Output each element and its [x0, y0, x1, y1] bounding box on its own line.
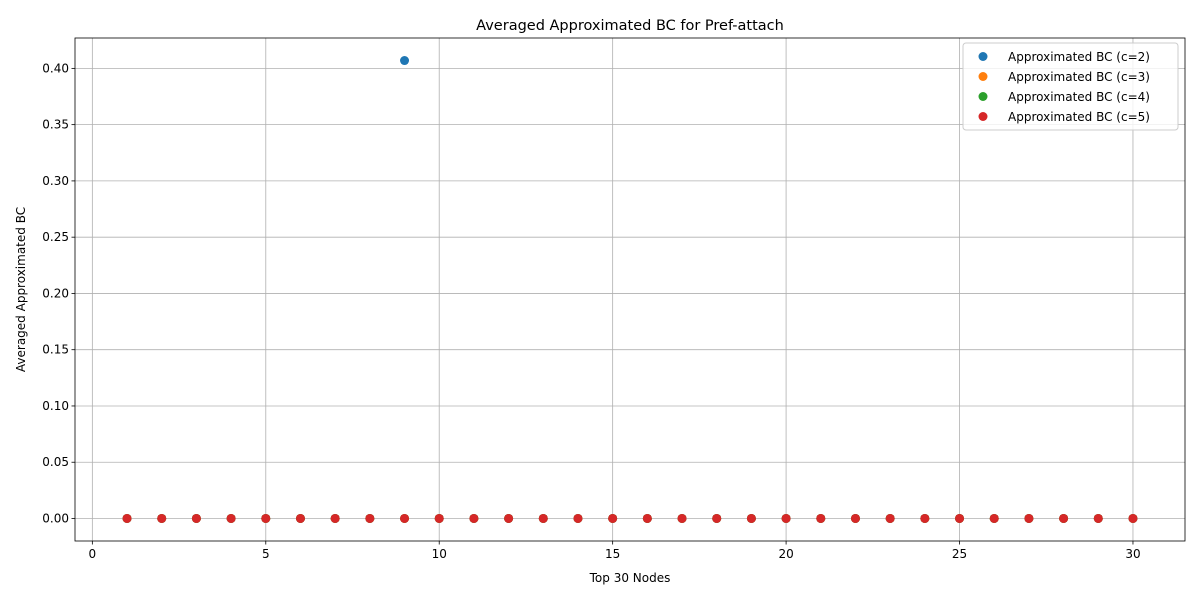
y-tick-label: 0.05: [42, 455, 69, 469]
data-point: [1059, 513, 1069, 523]
data-point: [330, 513, 340, 523]
data-point: [191, 513, 201, 523]
legend-label: Approximated BC (c=5): [1008, 110, 1150, 124]
y-tick-label: 0.35: [42, 118, 69, 132]
legend-marker: [978, 52, 988, 61]
data-point: [157, 513, 167, 523]
data-point: [226, 513, 236, 523]
data-point: [642, 513, 652, 523]
y-tick-label: 0.40: [42, 61, 69, 75]
data-point: [434, 513, 444, 523]
plot-frame: [74, 37, 1186, 542]
y-tick-label: 0.00: [42, 511, 69, 525]
y-tick-label: 0.20: [42, 286, 69, 300]
data-point: [122, 513, 132, 523]
x-tick-label: 5: [262, 547, 270, 561]
data-point: [712, 513, 722, 523]
data-point: [816, 513, 826, 523]
legend-frame: [962, 42, 1179, 131]
x-tick-label: 30: [1125, 547, 1140, 561]
legend-label: Approximated BC (c=2): [1008, 50, 1150, 64]
x-axis-ticks: 0 5 10 15 20 25 30: [89, 541, 1141, 561]
data-point: [573, 513, 583, 523]
data-point: [850, 513, 860, 523]
data-points: [122, 56, 1138, 523]
legend-label: Approximated BC (c=3): [1008, 70, 1150, 84]
data-point: [469, 513, 479, 523]
chart-title: Averaged Approximated BC for Pref-attach: [476, 18, 784, 34]
legend-marker: [978, 92, 988, 101]
data-point: [365, 513, 375, 523]
y-axis-title: Averaged Approximated BC: [14, 207, 28, 372]
y-tick-label: 0.10: [42, 399, 69, 413]
data-point: [1093, 513, 1103, 523]
data-point: [400, 513, 410, 523]
data-point: [261, 513, 271, 523]
data-point: [1128, 513, 1138, 523]
x-axis-title: Top 30 Nodes: [589, 571, 671, 585]
data-point: [295, 513, 305, 523]
y-tick-label: 0.15: [42, 343, 69, 357]
data-point: [677, 513, 687, 523]
data-point: [920, 513, 930, 523]
y-tick-label: 0.30: [42, 174, 69, 188]
data-point: [955, 513, 965, 523]
x-tick-label: 10: [432, 547, 447, 561]
legend: Approximated BC (c=2) Approximated BC (c=…: [962, 42, 1179, 131]
data-point: [1024, 513, 1034, 523]
y-tick-label: 0.25: [42, 230, 69, 244]
legend-marker: [978, 72, 988, 81]
x-tick-label: 15: [605, 547, 620, 561]
data-point: [885, 513, 895, 523]
legend-marker: [978, 112, 988, 121]
y-axis-ticks: 0.00 0.05 0.10 0.15 0.20 0.25 0.30 0.35 0.40: [42, 61, 75, 525]
data-point: [989, 513, 999, 523]
data-point: [608, 513, 618, 523]
legend-label: Approximated BC (c=4): [1008, 90, 1150, 104]
x-tick-label: 0: [89, 547, 97, 561]
data-point: [400, 56, 410, 66]
data-point: [538, 513, 548, 523]
data-point: [781, 513, 791, 523]
data-point: [504, 513, 514, 523]
series-points-c5: [122, 513, 1138, 523]
x-tick-label: 20: [778, 547, 793, 561]
x-tick-label: 25: [952, 547, 967, 561]
data-point: [746, 513, 756, 523]
